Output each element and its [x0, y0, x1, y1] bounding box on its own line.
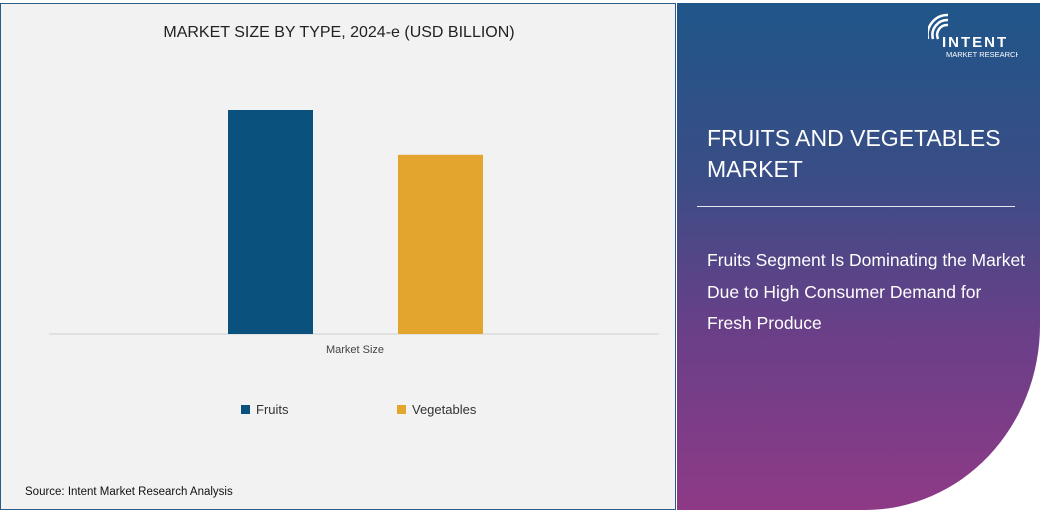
legend-swatch [241, 405, 250, 414]
intent-logo: INTENT MARKET RESEARCH [928, 13, 1018, 59]
source-note: Source: Intent Market Research Analysis [25, 486, 233, 498]
svg-text:MARKET RESEARCH: MARKET RESEARCH [946, 50, 1018, 59]
legend-item-vegetables: Vegetables [397, 402, 476, 417]
category-label: Market Size [326, 344, 384, 356]
legend-label: Vegetables [412, 402, 477, 417]
chart-panel: MARKET SIZE BY TYPE, 2024-e (USD BILLION… [0, 3, 676, 510]
bar-vegetables [398, 154, 483, 334]
chart-title: MARKET SIZE BY TYPE, 2024-e (USD BILLION… [163, 24, 515, 41]
divider [697, 206, 1015, 207]
legend-swatch [397, 405, 406, 414]
headline: Fruits Segment Is Dominating the Market … [707, 250, 1026, 333]
svg-text:INTENT: INTENT [942, 34, 1008, 51]
legend-item-fruits: Fruits [241, 402, 289, 417]
info-panel: INTENT MARKET RESEARCH FRUITS AND VEGETA… [677, 3, 1040, 510]
market-title: FRUITS AND VEGETABLES MARKET [707, 125, 1001, 182]
legend-label: Fruits [256, 402, 289, 417]
bar-chart: Market Size [49, 110, 659, 356]
bar-fruits [228, 110, 313, 334]
